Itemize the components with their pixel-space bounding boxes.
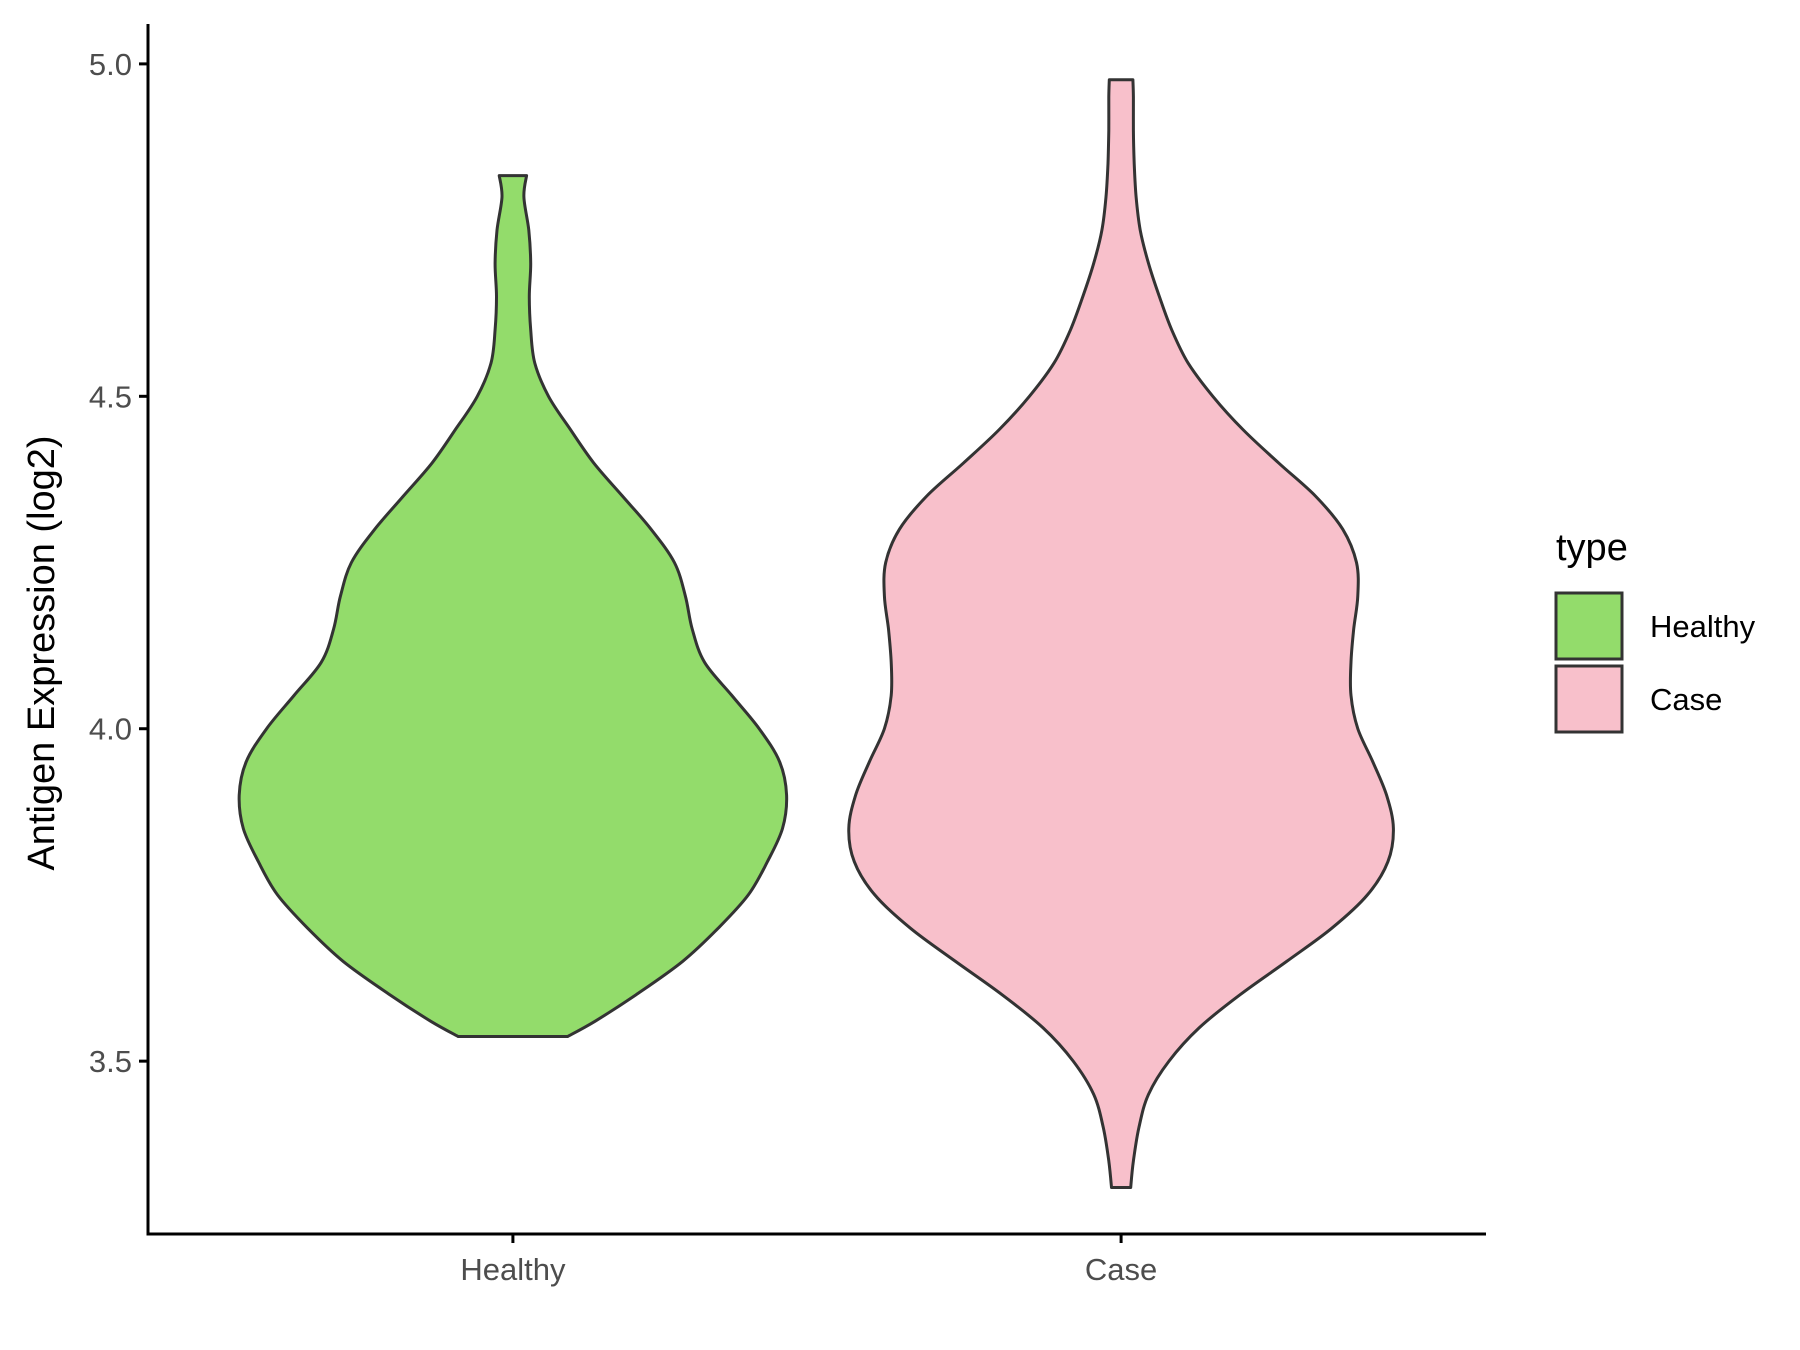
x-ticks: Healthy Case [460, 1234, 1157, 1287]
legend-title: type [1556, 527, 1628, 569]
x-tick-label: Healthy [460, 1252, 566, 1287]
y-tick-label: 4.0 [89, 712, 132, 747]
legend-label-case: Case [1650, 682, 1722, 717]
y-tick-label: 3.5 [89, 1044, 132, 1079]
y-tick-label: 5.0 [89, 47, 132, 82]
legend-swatch-healthy [1554, 591, 1624, 661]
y-ticks: 3.5 4.0 4.5 5.0 [89, 47, 148, 1079]
legend: type Healthy Case [1554, 527, 1756, 734]
violin-healthy [237, 174, 789, 1038]
violin-case [847, 78, 1395, 1189]
legend-swatch-case [1554, 664, 1624, 734]
violins-layer [237, 78, 1395, 1189]
y-axis-title: Antigen Expression (log2) [21, 435, 63, 870]
x-tick-label: Case [1085, 1252, 1157, 1287]
legend-label-healthy: Healthy [1650, 609, 1756, 644]
y-tick-label: 4.5 [89, 379, 132, 414]
